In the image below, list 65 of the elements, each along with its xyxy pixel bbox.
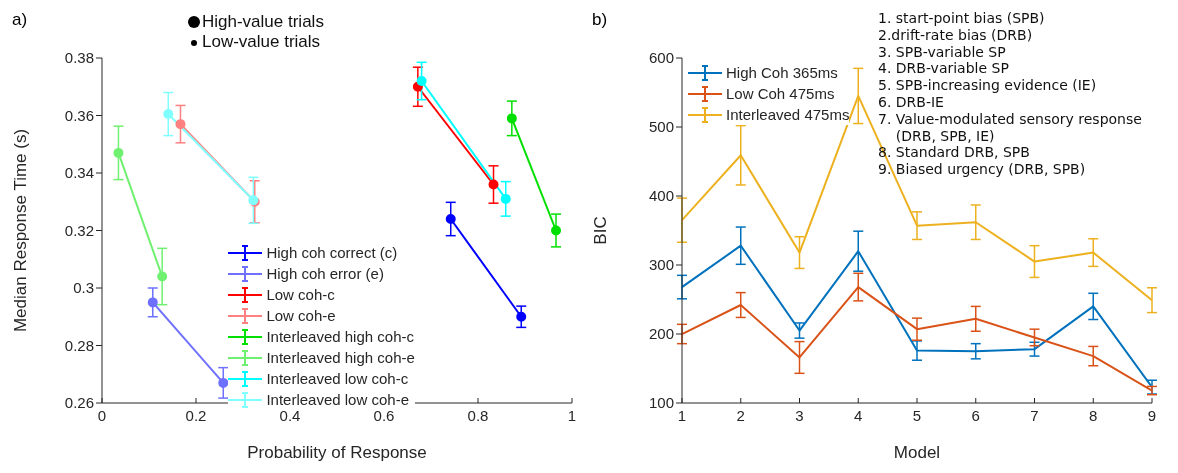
y-tick-label: 0.34 bbox=[64, 164, 94, 182]
y-axis-title: BIC bbox=[591, 216, 611, 245]
point bbox=[218, 377, 229, 388]
legend-label: High coh error (e) bbox=[266, 264, 384, 284]
y-tick-label: 500 bbox=[648, 118, 674, 136]
point bbox=[551, 225, 562, 236]
x-tick-label: 0 bbox=[97, 406, 107, 424]
x-tick-label: 7 bbox=[1030, 406, 1039, 424]
legend-label: Interleaved low coh-c bbox=[266, 369, 409, 389]
y-tick-label: 0.3 bbox=[73, 279, 94, 297]
y-tick-label: 600 bbox=[648, 49, 674, 67]
text: High-value trials bbox=[202, 12, 324, 33]
point bbox=[506, 113, 517, 124]
x-tick-label: 8 bbox=[1089, 406, 1098, 424]
legend-label: Interleaved high coh-c bbox=[266, 327, 414, 347]
y-axis-title: Median Response Time (s) bbox=[11, 128, 31, 333]
x-tick-label: 0.8 bbox=[467, 406, 489, 424]
point bbox=[157, 271, 168, 282]
point bbox=[163, 109, 174, 120]
point bbox=[516, 311, 527, 322]
y-tick-label: 0.28 bbox=[64, 336, 94, 354]
x-tick-label: 6 bbox=[971, 406, 980, 424]
legend-label: High coh correct (c) bbox=[266, 243, 398, 263]
x-tick-label: 5 bbox=[912, 406, 922, 424]
text: Low-value trials bbox=[202, 32, 321, 53]
y-tick-label: 0.32 bbox=[64, 221, 94, 239]
legend-label: Low Coh 475ms bbox=[726, 84, 835, 104]
annotation: 6. DRB-IE bbox=[878, 93, 944, 111]
legend-label: High Coh 365ms bbox=[726, 63, 838, 83]
chart-title: b) bbox=[592, 10, 608, 30]
annotation: 5. SPB-increasing evidence (IE) bbox=[878, 77, 1097, 94]
chart-title: a) bbox=[12, 10, 28, 30]
text: 1. start-point bias (SPB) bbox=[878, 10, 1045, 27]
y-tick-label: 0.38 bbox=[64, 49, 94, 67]
legend-label: Interleaved high coh-e bbox=[266, 348, 415, 368]
point bbox=[416, 76, 427, 86]
legend-label: Low coh-c bbox=[266, 285, 335, 305]
y-tick-label: 0.26 bbox=[64, 394, 94, 412]
point bbox=[113, 147, 124, 158]
x-tick-label: 4 bbox=[854, 406, 863, 424]
y-tick-label: 100 bbox=[648, 394, 674, 412]
y-tick-label: 300 bbox=[648, 256, 674, 274]
y-tick-label: 200 bbox=[648, 325, 674, 343]
annotation: 4. DRB-variable SP bbox=[878, 60, 1009, 78]
text: 2.drift-rate bias (DRB) bbox=[878, 26, 1033, 44]
x-tick-label: 1 bbox=[567, 406, 577, 424]
point bbox=[500, 193, 511, 204]
annotation: 9. Biased urgency (DRB, SPB) bbox=[878, 161, 1086, 178]
x-axis-title: Probability of Response bbox=[247, 443, 427, 462]
x-tick-label: 1 bbox=[677, 406, 687, 424]
x-tick-label: 0.2 bbox=[185, 406, 207, 424]
y-tick-label: 400 bbox=[648, 187, 674, 205]
x-tick-label: 9 bbox=[1147, 406, 1157, 424]
y-tick-label: 0.36 bbox=[64, 106, 94, 124]
annotation: 3. SPB-variable SP bbox=[878, 43, 1006, 61]
x-tick-label: 3 bbox=[795, 406, 804, 424]
point bbox=[147, 297, 158, 308]
x-axis-title: Model bbox=[893, 443, 941, 462]
annotation: 7. Value-modulated sensory response (DRB, SPB, IE) bbox=[878, 110, 1142, 145]
legend-label: Interleaved 475ms bbox=[726, 105, 850, 125]
point bbox=[488, 179, 499, 190]
x-tick-label: 2 bbox=[736, 406, 745, 424]
point bbox=[445, 214, 456, 224]
point bbox=[175, 119, 186, 130]
legend-label: Low coh-e bbox=[266, 306, 336, 326]
